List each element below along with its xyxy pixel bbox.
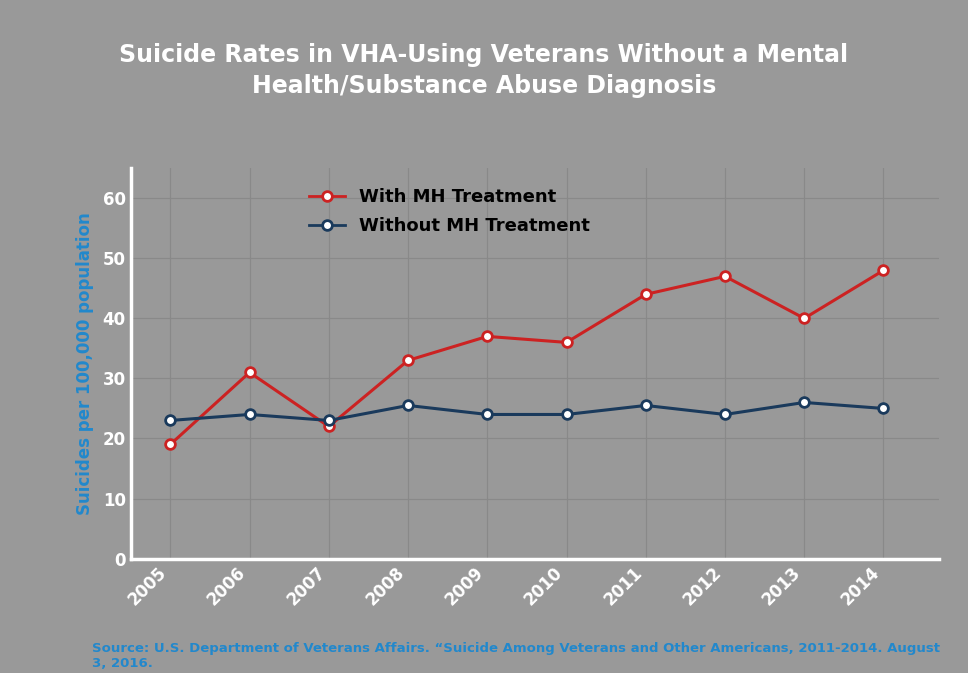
Without MH Treatment: [719, 411, 731, 419]
Without MH Treatment: [323, 417, 335, 425]
Without MH Treatment: [403, 401, 414, 409]
Without MH Treatment: [244, 411, 256, 419]
With MH Treatment: [165, 440, 176, 448]
Without MH Treatment: [560, 411, 572, 419]
Text: Suicide Rates in VHA-Using Veterans Without a Mental
Health/Substance Abuse Diag: Suicide Rates in VHA-Using Veterans With…: [119, 43, 849, 98]
Legend: With MH Treatment, Without MH Treatment: With MH Treatment, Without MH Treatment: [301, 181, 597, 242]
Without MH Treatment: [481, 411, 493, 419]
With MH Treatment: [878, 267, 890, 275]
With MH Treatment: [323, 423, 335, 431]
Without MH Treatment: [165, 417, 176, 425]
Y-axis label: Suicides per 100,000 population: Suicides per 100,000 population: [76, 212, 94, 515]
With MH Treatment: [719, 273, 731, 281]
With MH Treatment: [244, 368, 256, 376]
Line: Without MH Treatment: Without MH Treatment: [166, 398, 889, 425]
Text: Source: U.S. Department of Veterans Affairs. “Suicide Among Veterans and Other A: Source: U.S. Department of Veterans Affa…: [92, 641, 940, 670]
Without MH Treatment: [878, 404, 890, 413]
With MH Treatment: [799, 314, 810, 322]
With MH Treatment: [481, 332, 493, 341]
With MH Treatment: [640, 290, 651, 298]
With MH Treatment: [403, 357, 414, 365]
Line: With MH Treatment: With MH Treatment: [166, 265, 889, 450]
With MH Treatment: [560, 339, 572, 347]
Without MH Treatment: [640, 401, 651, 409]
Without MH Treatment: [799, 398, 810, 406]
